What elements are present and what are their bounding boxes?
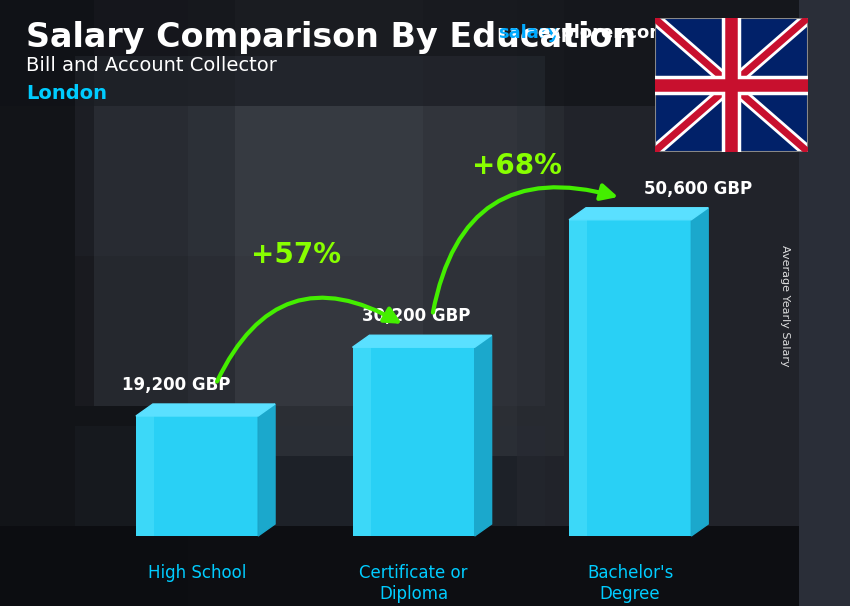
Text: 19,200 GBP: 19,200 GBP [122,376,230,394]
Bar [136,416,154,536]
Polygon shape [136,404,275,416]
Text: 30,200 GBP: 30,200 GBP [362,307,470,325]
Bar [136,416,258,536]
Text: +68%: +68% [472,152,562,180]
Text: Bachelor's
Degree: Bachelor's Degree [587,564,673,603]
Bar [75,426,545,526]
Bar [0,526,799,606]
Text: Bill and Account Collector: Bill and Account Collector [26,56,277,75]
Bar [570,220,587,536]
Bar [75,56,545,256]
Bar [353,347,474,536]
Bar [517,0,799,606]
Text: salary: salary [498,24,559,42]
Polygon shape [474,335,491,536]
FancyArrowPatch shape [217,298,398,382]
Bar [235,0,564,456]
Polygon shape [570,208,708,220]
Text: High School: High School [148,564,246,582]
FancyArrowPatch shape [433,185,614,313]
Bar [94,0,423,406]
Text: Certificate or
Diploma: Certificate or Diploma [360,564,468,603]
Polygon shape [353,335,491,347]
Text: Salary Comparison By Education: Salary Comparison By Education [26,21,637,54]
Text: Average Yearly Salary: Average Yearly Salary [780,245,790,367]
Bar [570,220,691,536]
Text: explorer.com: explorer.com [538,24,669,42]
Bar [75,256,545,406]
Bar [0,0,188,606]
Polygon shape [258,404,275,536]
Text: +57%: +57% [251,241,341,269]
Text: 50,600 GBP: 50,600 GBP [644,180,752,198]
Polygon shape [691,208,708,536]
Bar [353,347,371,536]
Bar [0,0,799,106]
Text: London: London [26,84,107,103]
